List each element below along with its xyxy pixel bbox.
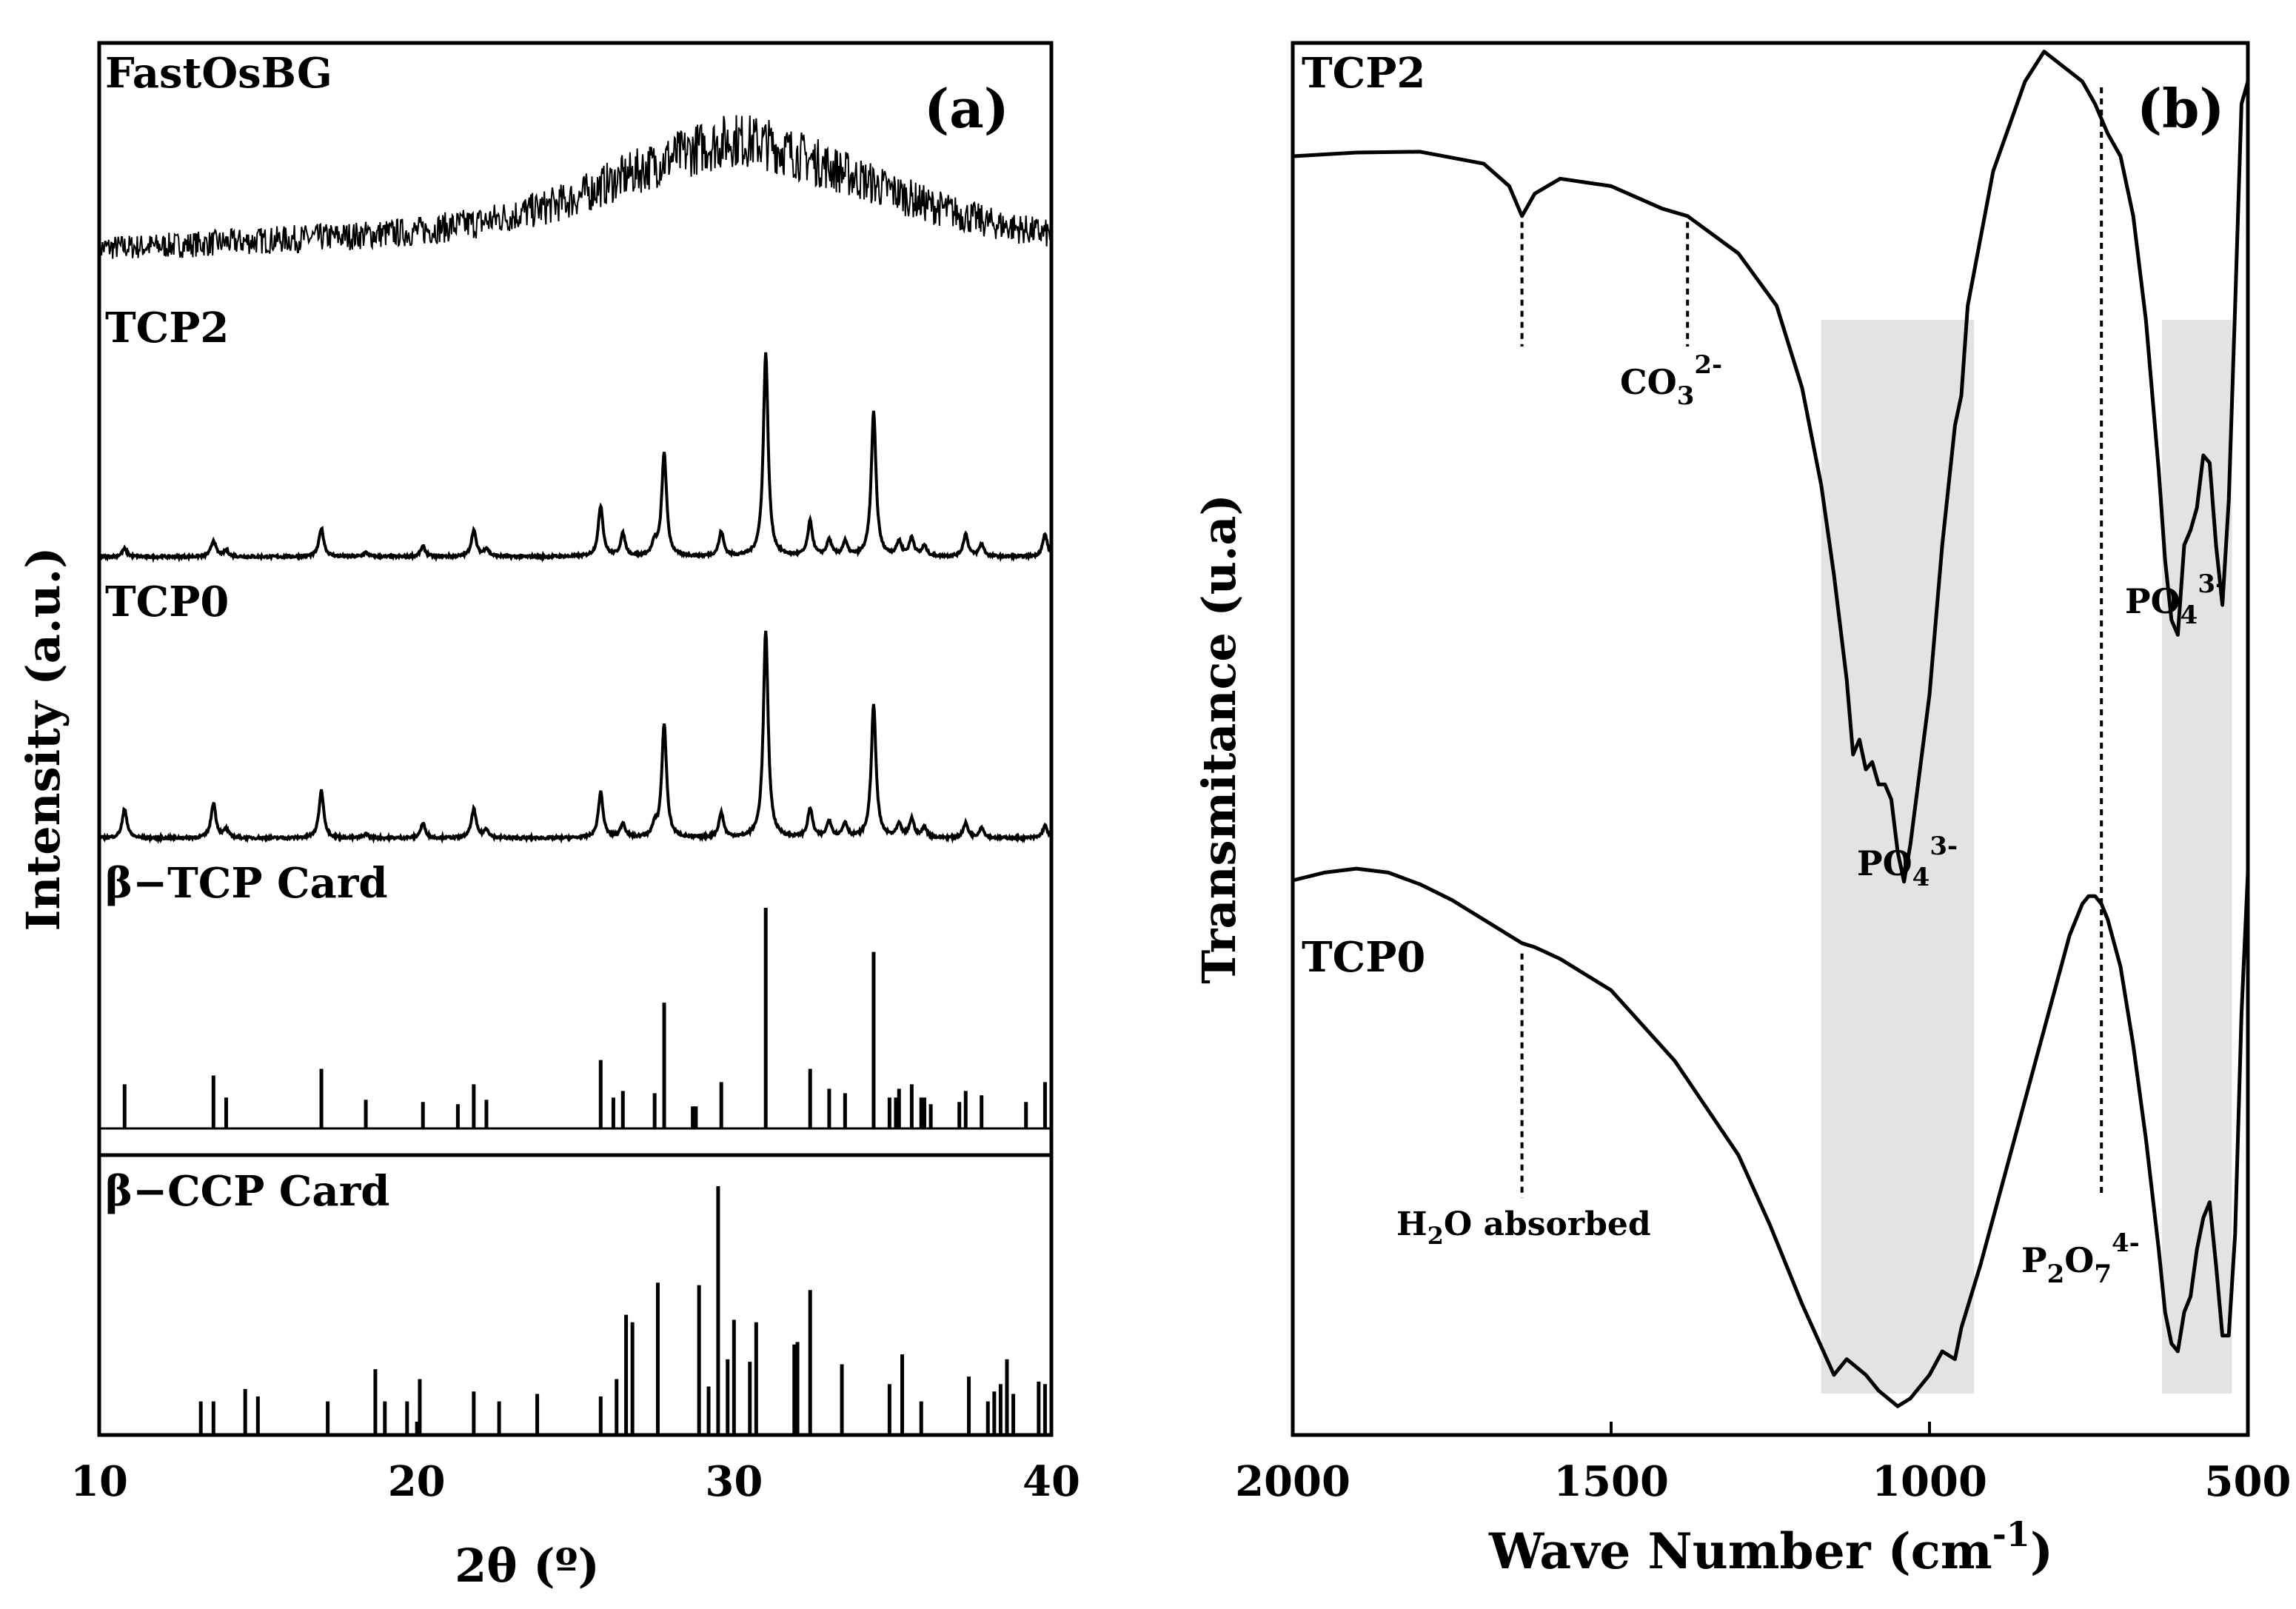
panel-a-x-tick-label: 30	[705, 1457, 763, 1506]
panel-a-x-tick-label: 10	[70, 1457, 128, 1506]
po4-annotation-middle: PO43-	[1857, 832, 1958, 892]
panel-b-x-tick-label: 1000	[1872, 1457, 1987, 1506]
shaded-band	[2161, 320, 2232, 1394]
series-label-tcp2-a: TCP2	[105, 304, 229, 352]
series-label-btcp-card: β−TCP Card	[105, 859, 387, 908]
panel-a-frame	[97, 41, 1054, 1437]
panel-a-xrd: 10 20 30 40 (a) FastOsBG TCP2 TCP0 β−TCP Ca…	[16, 41, 1080, 1593]
panel-b-tag: (b)	[2137, 77, 2224, 140]
panel-b-x-tick-label: 2000	[1235, 1457, 1351, 1506]
panel-a-tag: (a)	[924, 77, 1009, 140]
panel-a-x-axis-label: 2θ (º)	[455, 1539, 600, 1593]
series-label-bccp-card: β−CCP Card	[105, 1167, 389, 1216]
series-line-tcp0	[98, 630, 1052, 845]
series-label-tcp0-b: TCP0	[1302, 933, 1425, 982]
series-line-tcp2	[98, 352, 1052, 563]
panel-b-y-axis-label: Transmitance (u.a)	[1192, 494, 1246, 984]
panel-b-series	[1292, 50, 2250, 1408]
series-line-tcp2	[1292, 50, 2250, 884]
series-line-fastosbg	[98, 115, 1052, 261]
series-label-tcp2-b: TCP2	[1302, 49, 1425, 98]
panel-b-ftir: 2000 1500 1000 500 (b) TCP2 TCP0 CO32- PO43…	[1192, 41, 2291, 1580]
p2o7-annotation: P2O74-	[2021, 1228, 2140, 1289]
panel-a-y-axis-label: Intensity (a.u.)	[16, 546, 70, 931]
series-line-tcp0	[1292, 866, 2250, 1408]
panel-a-x-ticks: 10 20 30 40	[70, 1422, 1080, 1506]
panel-b-x-tick-label: 1500	[1553, 1457, 1669, 1506]
panel-a-series	[98, 115, 1054, 1434]
h2o-annotation: H2O absorbed	[1396, 1205, 1651, 1250]
panel-b-x-tick-label: 500	[2205, 1457, 2292, 1506]
panel-a-x-tick-label: 20	[388, 1457, 446, 1506]
po4-annotation-right: PO43-	[2125, 569, 2226, 630]
panel-b-frame	[1291, 41, 2250, 1437]
series-label-fastosbg: FastOsBG	[105, 49, 332, 98]
co3-annotation: CO32-	[1620, 350, 1722, 411]
panel-b-x-ticks: 2000 1500 1000 500	[1235, 1422, 2291, 1506]
panel-a-x-tick-label: 40	[1023, 1457, 1080, 1506]
series-label-tcp0-a: TCP0	[105, 578, 229, 626]
panel-b-x-axis-label: Wave Number (cm-1)	[1488, 1514, 2053, 1580]
